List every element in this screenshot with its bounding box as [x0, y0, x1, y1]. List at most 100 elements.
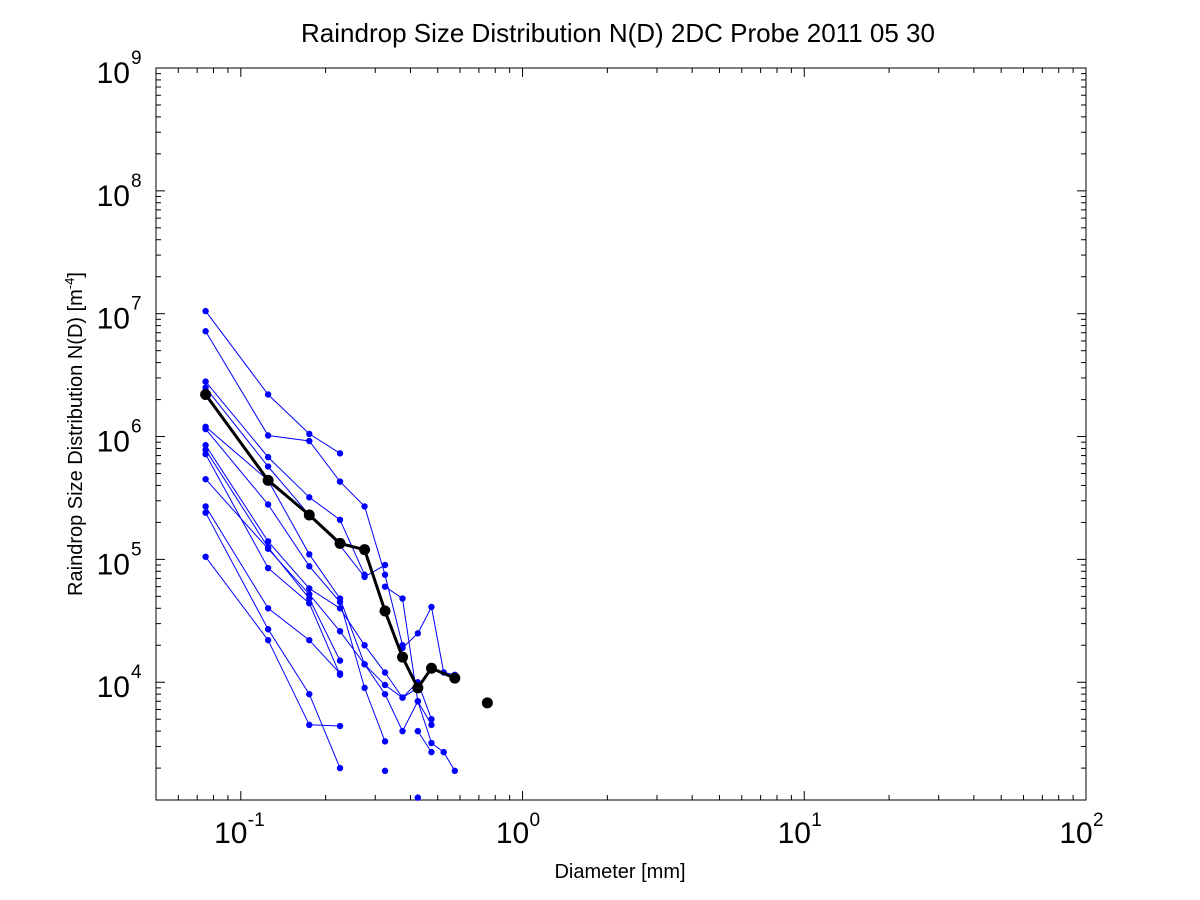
y-tick-exponent: 8 — [131, 171, 142, 192]
x-tick-label: 10 — [1059, 817, 1092, 850]
y-tick-label: 10 — [97, 548, 130, 581]
mean-data-point — [481, 697, 493, 709]
sample-data-point — [264, 453, 272, 461]
sample-series-10 — [202, 475, 422, 701]
mean-data-point — [379, 605, 391, 617]
sample-series-line — [384, 586, 456, 772]
sample-data-point — [361, 684, 368, 692]
sample-series-11 — [202, 503, 344, 677]
y-tick-exponent: 5 — [131, 539, 142, 560]
sample-series-line — [417, 730, 432, 753]
sample-data-point — [381, 571, 389, 578]
sample-data-point — [264, 626, 272, 633]
sample-data-point — [306, 690, 313, 698]
mean-data-point — [449, 672, 461, 684]
sample-data-point — [414, 698, 422, 705]
sample-series-6 — [202, 425, 389, 745]
sample-series-line — [205, 449, 341, 661]
mean-data-point — [412, 682, 424, 694]
sample-data-point — [336, 657, 344, 664]
mean-data-point — [397, 651, 409, 663]
sample-data-point — [264, 545, 272, 552]
sample-data-point — [306, 494, 313, 501]
mean-data-point — [425, 662, 437, 674]
mean-data-point — [359, 544, 371, 556]
sample-data-point — [414, 794, 422, 801]
sample-data-point — [428, 721, 435, 729]
sample-data-point — [336, 598, 344, 606]
sample-data-point — [264, 501, 272, 508]
y-tick-label: 10 — [97, 671, 130, 704]
x-tick-exponent: -1 — [248, 810, 265, 831]
sample-data-point — [428, 748, 435, 756]
sample-data-point — [264, 432, 272, 439]
sample-data-point — [306, 437, 313, 445]
x-axis-label: Diameter [mm] — [554, 861, 685, 883]
sample-data-point — [306, 551, 313, 558]
sample-series-16 — [414, 727, 435, 756]
sample-data-point — [336, 764, 344, 772]
y-tick-exponent: 6 — [131, 417, 142, 438]
x-tick-exponent: 0 — [530, 810, 541, 831]
sample-data-point — [306, 430, 313, 438]
sample-data-point — [381, 681, 389, 689]
sample-series-1 — [202, 307, 344, 457]
sample-series-3 — [202, 378, 368, 578]
sample-data-point — [399, 694, 406, 701]
y-axis-label: Raindrop Size Distribution N(D) [m-4] — [62, 272, 87, 596]
sample-data-point — [361, 642, 368, 649]
x-tick-exponent: 2 — [1093, 810, 1104, 831]
chart-title: Raindrop Size Distribution N(D) 2DC Prob… — [301, 18, 935, 48]
sample-data-point — [381, 767, 389, 775]
tick-marks — [155, 67, 1087, 800]
sample-data-point — [428, 603, 435, 611]
mean-data-point — [303, 509, 315, 521]
sample-series-line — [205, 512, 341, 769]
sample-series-line — [205, 428, 386, 742]
sample-data-point — [202, 307, 209, 315]
mean-data-point — [200, 388, 212, 400]
sample-data-point — [202, 450, 209, 458]
y-tick-exponent: 4 — [131, 662, 142, 683]
sample-series-line — [205, 453, 341, 675]
sample-data-point — [264, 564, 272, 572]
sample-data-point — [381, 583, 389, 590]
sample-data-point — [361, 503, 368, 510]
sample-data-point — [414, 630, 422, 637]
sample-data-point — [306, 585, 313, 592]
sample-series-line — [205, 310, 341, 454]
sample-series-line — [205, 556, 341, 727]
sample-data-point — [361, 573, 368, 581]
x-tick-label: 10 — [778, 817, 811, 850]
sample-data-point — [399, 727, 406, 735]
sample-series-14 — [381, 583, 459, 775]
sample-data-point — [361, 661, 368, 668]
sample-data-point — [202, 475, 209, 483]
sample-data-point — [381, 561, 389, 569]
x-tick-labels: 10 -1 10 0 10 1 10 2 — [214, 810, 1103, 850]
sample-data-point — [264, 538, 272, 545]
sample-data-point — [336, 605, 344, 612]
sample-series-line — [205, 478, 419, 699]
sample-data-point — [306, 563, 313, 570]
sample-data-point — [428, 716, 435, 723]
y-axis-label-end: ] — [65, 272, 87, 278]
y-tick-label: 10 — [97, 426, 130, 459]
y-tick-exponent: 7 — [131, 294, 142, 315]
sample-series-18 — [414, 794, 422, 801]
sample-data-point — [202, 442, 209, 449]
sample-series-group — [202, 307, 459, 801]
sample-data-point — [336, 516, 344, 524]
sample-data-point — [202, 509, 209, 516]
sample-data-point — [264, 463, 272, 470]
sample-data-point — [306, 721, 313, 729]
sample-data-point — [336, 722, 344, 730]
sample-data-point — [202, 503, 209, 510]
x-tick-label: 10 — [214, 817, 247, 850]
sample-data-point — [381, 669, 389, 676]
mean-series-line — [204, 393, 456, 690]
y-axis-label-exponent: -4 — [62, 278, 77, 290]
sample-data-point — [202, 378, 209, 385]
